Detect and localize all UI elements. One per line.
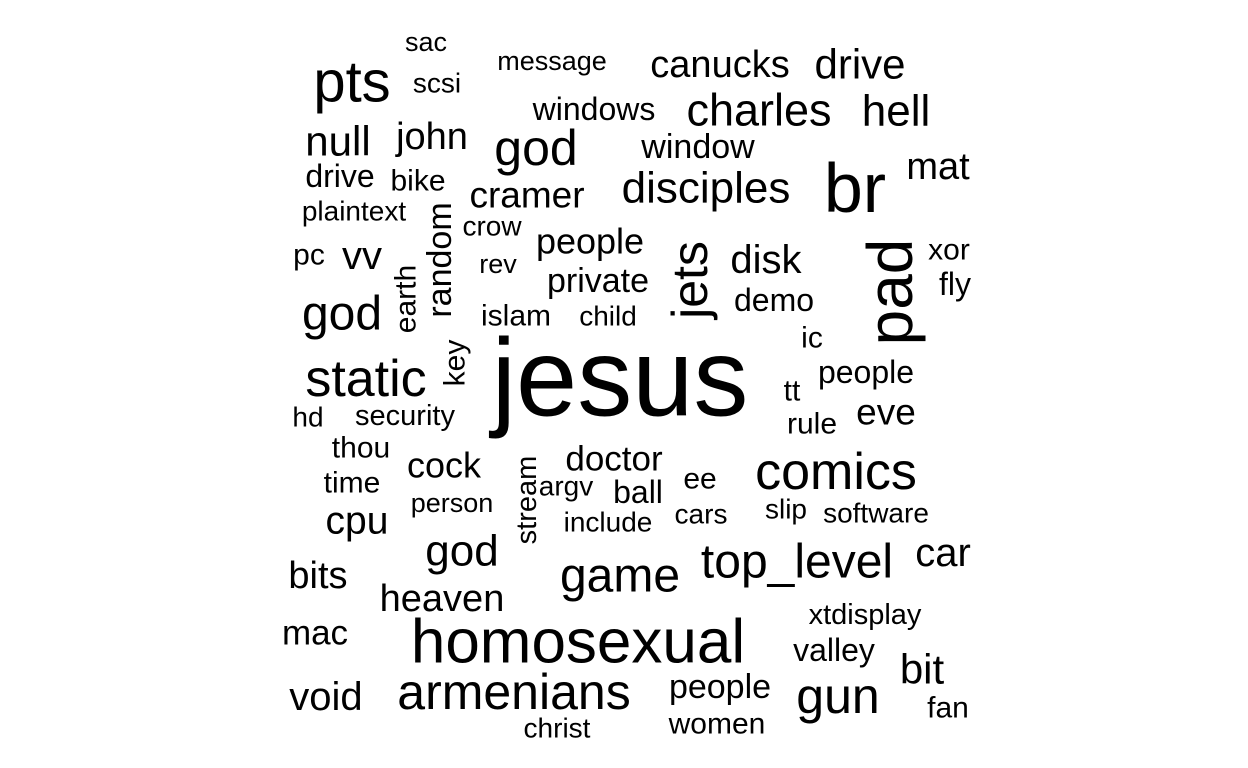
word-car: car [915,531,971,575]
word-fan: fan [927,692,969,725]
word-mac: mac [282,614,348,653]
word-window: window [640,128,755,166]
word-crow: crow [462,211,522,242]
word-rule: rule [787,408,837,441]
word-scsi: scsi [413,68,461,99]
word-cock: cock [407,445,482,486]
word-br: br [824,149,886,227]
word-software: software [823,498,929,529]
word-xor: xor [928,234,970,267]
word-people: people [818,354,914,390]
word-ee: ee [683,463,716,496]
word-security: security [355,400,455,432]
word-canucks: canucks [650,44,789,86]
word-god: god [494,120,577,176]
word-tt: tt [784,375,801,408]
word-women: women [668,708,766,741]
word-disciples: disciples [622,164,791,213]
word-pc: pc [293,239,325,272]
word-jets: jets [662,241,718,321]
word-game: game [560,550,680,603]
word-mat: mat [906,146,970,188]
word-void: void [289,675,362,719]
word-top-level: top_level [701,536,893,589]
word-jesus: jesus [489,317,749,440]
word-eve: eve [856,392,916,433]
word-drive: drive [814,41,905,88]
word-ball: ball [613,474,663,510]
word-hd: hd [292,402,323,433]
word-heaven: heaven [380,578,505,620]
word-islam: islam [481,300,551,333]
word-pad: pad [854,239,926,346]
word-bits: bits [288,555,347,597]
word-person: person [411,488,494,518]
word-god: god [425,527,498,576]
word-random: random [421,202,459,317]
word-bit: bit [900,646,945,693]
word-fly: fly [939,266,971,302]
word-gun: gun [796,668,879,724]
word-disk: disk [730,238,802,282]
word-vv: vv [342,234,382,278]
word-windows: windows [532,91,656,127]
word-hell: hell [862,87,931,136]
word-ic: ic [801,322,823,355]
word-include: include [564,507,653,538]
word-null: null [305,118,370,165]
word-christ: christ [524,713,591,744]
word-pts: pts [313,50,390,115]
word-xtdisplay: xtdisplay [809,599,922,631]
word-cars: cars [675,499,728,530]
word-slip: slip [765,494,807,525]
word-armenians: armenians [397,664,630,720]
word-cramer: cramer [469,175,584,216]
word-charles: charles [686,85,831,136]
word-thou: thou [332,432,390,465]
word-message: message [497,46,607,76]
word-drive: drive [305,158,374,194]
word-child: child [579,301,637,332]
word-stream: stream [511,456,543,545]
word-valley: valley [793,632,875,668]
word-god: god [302,288,382,341]
word-static: static [305,350,426,408]
word-cpu: cpu [326,500,389,543]
word-rev: rev [479,249,517,279]
word-people: people [669,668,771,706]
word-comics: comics [755,443,917,501]
word-sac: sac [405,27,447,57]
word-demo: demo [734,282,814,318]
word-private: private [547,262,649,300]
word-john: john [395,116,468,158]
word-doctor: doctor [565,440,663,479]
word-homosexual: homosexual [411,608,745,677]
word-bike: bike [390,165,445,198]
word-earth: earth [390,265,423,333]
word-plaintext: plaintext [302,196,407,227]
word-argv: argv [539,471,593,502]
word-time: time [324,467,381,500]
word-key: key [439,340,472,387]
word-people: people [536,221,644,262]
